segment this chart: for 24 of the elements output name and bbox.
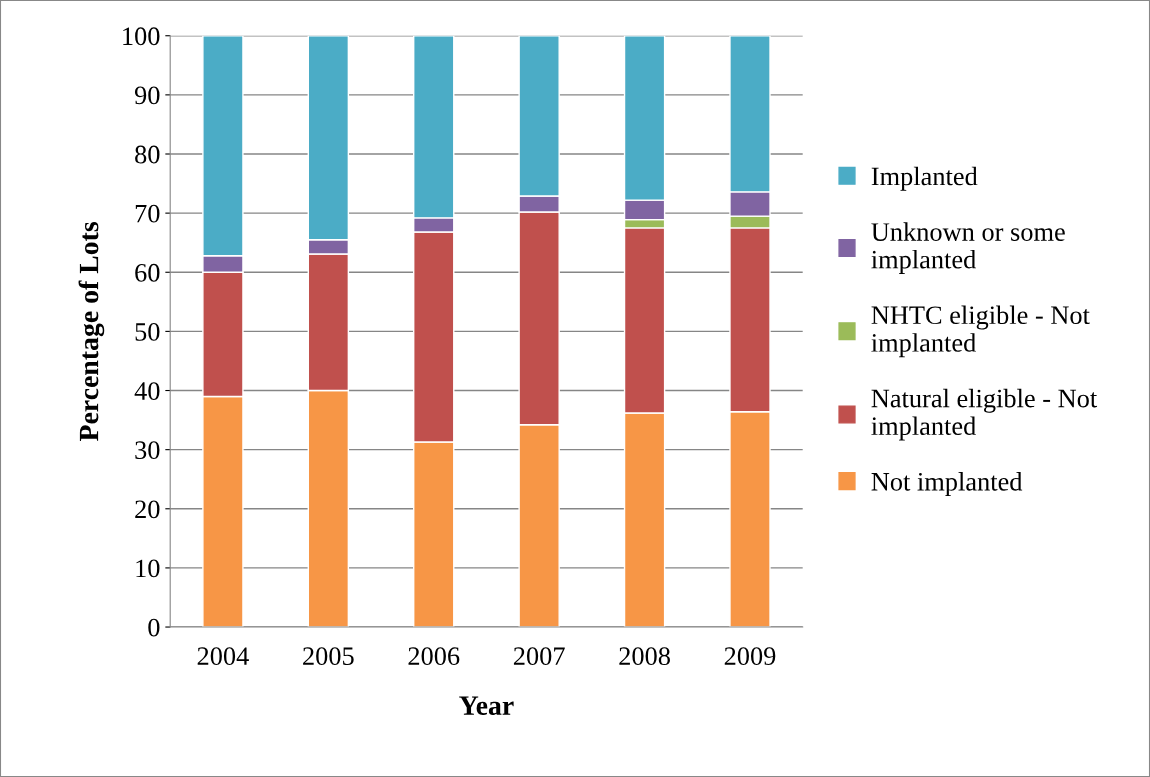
legend-label: NHTC eligible - Not implanted bbox=[871, 305, 1090, 358]
legend-label: Not implanted bbox=[871, 472, 1023, 497]
x-tick-label: 2006 bbox=[408, 647, 460, 666]
y-tick-label: 10 bbox=[136, 559, 160, 578]
y-axis-title: Percentage of Lots bbox=[78, 222, 105, 441]
x-axis-title: Year bbox=[459, 696, 514, 715]
x-tick-label: 2004 bbox=[197, 647, 249, 666]
y-tick-label: 50 bbox=[135, 323, 160, 341]
y-tick-label: 40 bbox=[134, 382, 160, 400]
x-tick-label: 2008 bbox=[619, 647, 670, 666]
x-tick-label: 2007 bbox=[513, 647, 565, 666]
y-tick-label: 0 bbox=[148, 618, 160, 637]
y-tick-label: 90 bbox=[134, 86, 160, 105]
x-tick-label: 2009 bbox=[724, 647, 776, 666]
y-tick-label: 20 bbox=[135, 500, 160, 519]
y-tick-label: 70 bbox=[135, 204, 160, 223]
legend-label: Unknown or some implanted bbox=[871, 222, 1065, 274]
x-tick-label: 2005 bbox=[303, 647, 354, 666]
legend-label: Natural eligible - Not implanted bbox=[871, 388, 1098, 441]
y-tick-label: 60 bbox=[135, 263, 160, 282]
y-tick-label: 80 bbox=[135, 145, 160, 164]
y-tick-label: 30 bbox=[135, 441, 160, 460]
y-tick-label: 100 bbox=[123, 27, 160, 46]
legend-label: Implanted bbox=[871, 166, 978, 191]
